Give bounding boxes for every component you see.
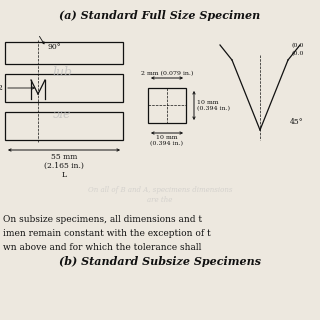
Bar	[5, 42, 123, 64]
Text: L: L	[61, 171, 67, 179]
Text: ɔɪe: ɔɪe	[53, 108, 71, 122]
Text: (b) Standard Subsize Specimens: (b) Standard Subsize Specimens	[59, 256, 261, 267]
Text: 55 mm: 55 mm	[51, 153, 77, 161]
Text: wn above and for which the tolerance shall: wn above and for which the tolerance sha…	[3, 243, 201, 252]
Text: (0.0: (0.0	[291, 43, 303, 48]
Text: lub: lub	[52, 66, 72, 78]
Bar	[148, 88, 186, 123]
Text: 10 mm
(0.394 in.): 10 mm (0.394 in.)	[150, 135, 183, 146]
Text: 10 mm
(0.394 in.): 10 mm (0.394 in.)	[197, 100, 230, 111]
Text: 2: 2	[0, 84, 2, 92]
Bar	[5, 112, 123, 140]
Text: 90°: 90°	[47, 43, 60, 51]
Text: On subsize specimens, all dimensions and t: On subsize specimens, all dimensions and…	[3, 215, 202, 224]
Text: (a) Standard Full Size Specimen: (a) Standard Full Size Specimen	[60, 10, 260, 21]
Text: (0.0: (0.0	[291, 51, 303, 56]
Text: 45°: 45°	[290, 118, 304, 126]
Text: 2 mm (0.079 in.): 2 mm (0.079 in.)	[141, 71, 193, 76]
Text: (2.165 in.): (2.165 in.)	[44, 162, 84, 170]
Text: On all of B and A, specimens dimensions
are the: On all of B and A, specimens dimensions …	[88, 186, 232, 204]
Bar	[5, 74, 123, 102]
Text: imen remain constant with the exception of t: imen remain constant with the exception …	[3, 229, 211, 238]
